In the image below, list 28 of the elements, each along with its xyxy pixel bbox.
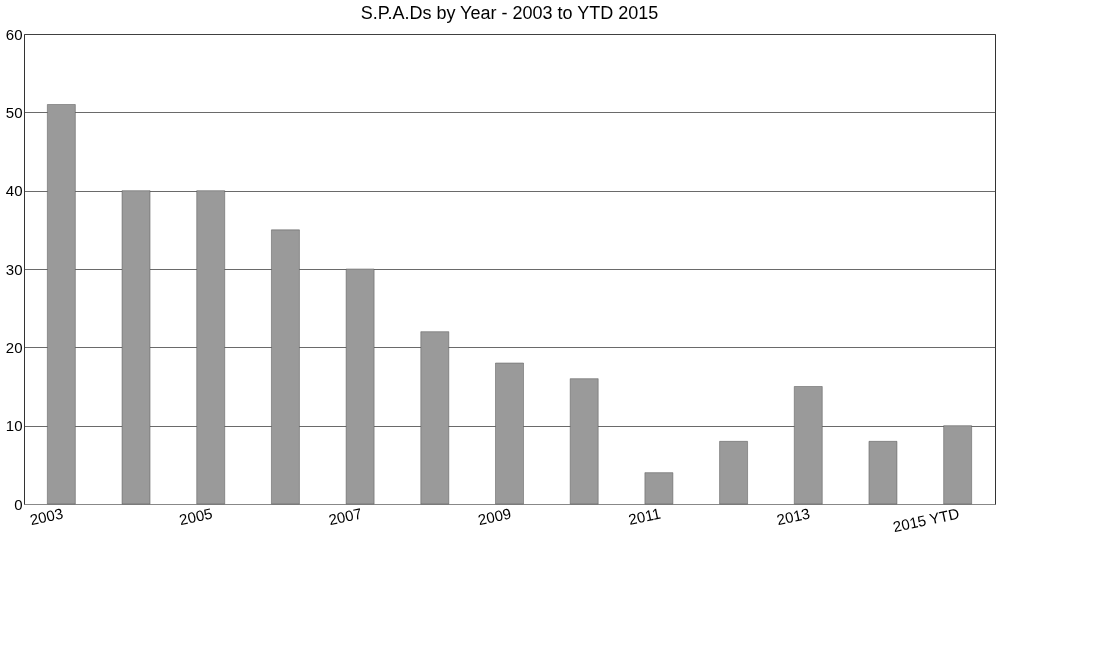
- y-tick-label: 50: [5, 103, 23, 121]
- y-tick-label: 60: [5, 25, 23, 43]
- y-tick-label: 20: [5, 338, 23, 356]
- bar: [644, 472, 674, 505]
- bar: [943, 425, 972, 505]
- bar: [196, 190, 225, 505]
- x-tick-label: 2011: [626, 504, 662, 528]
- bar: [495, 362, 524, 505]
- bar: [47, 104, 76, 505]
- y-tick-label: 30: [5, 260, 23, 278]
- y-tick-label: 0: [14, 495, 23, 513]
- x-tick-label: 2005: [177, 504, 214, 529]
- bar: [420, 331, 450, 505]
- bar: [868, 441, 898, 505]
- x-tick-label: 2013: [775, 504, 812, 529]
- bar: [121, 190, 151, 505]
- y-tick-label: 10: [5, 417, 23, 435]
- bar: [345, 268, 375, 505]
- bar: [271, 229, 300, 505]
- x-tick-label: 2009: [476, 504, 513, 529]
- chart-title: S.P.A.Ds by Year - 2003 to YTD 2015: [360, 3, 659, 23]
- x-tick-label: 2003: [28, 504, 65, 529]
- y-tick-label: 40: [5, 182, 23, 200]
- bar: [569, 378, 599, 505]
- bar: [794, 386, 823, 505]
- x-tick-label: 2015 YTD: [891, 504, 961, 536]
- x-tick-label: 2007: [327, 504, 364, 529]
- bar: [719, 441, 748, 505]
